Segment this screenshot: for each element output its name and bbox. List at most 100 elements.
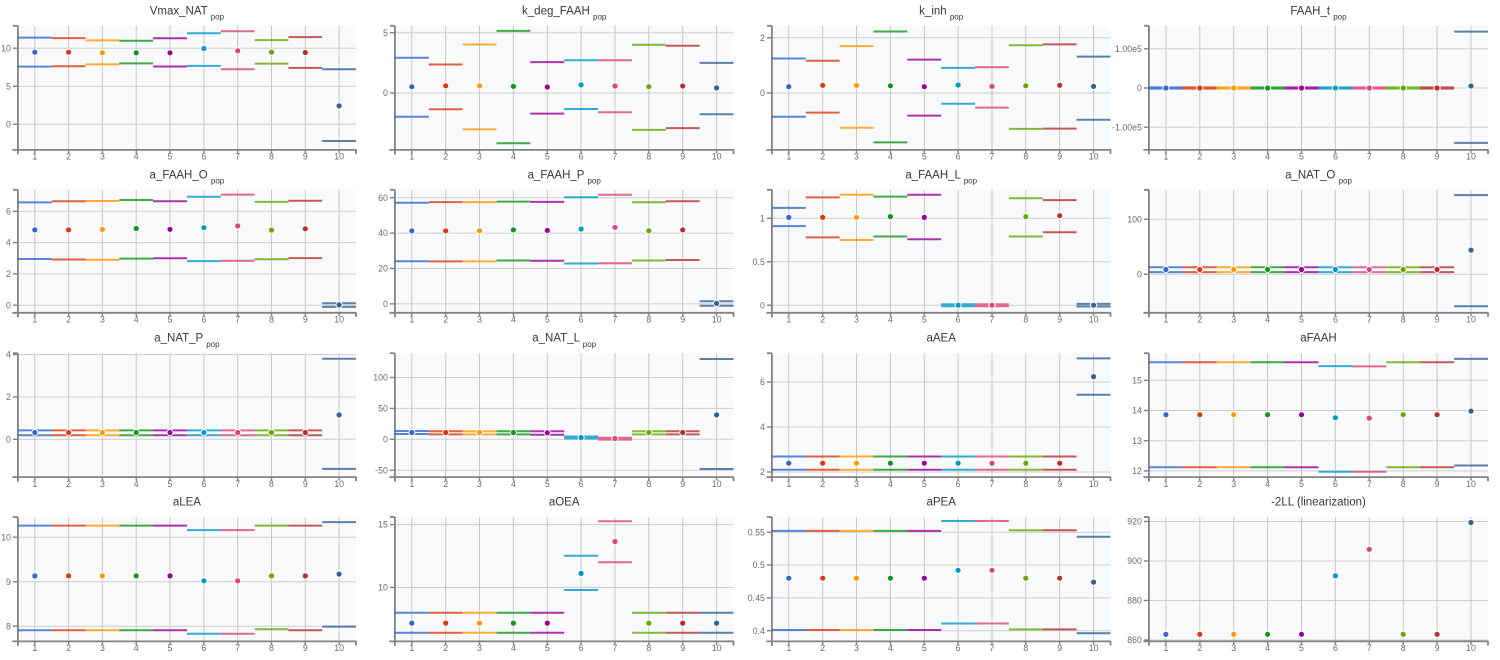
svg-text:900: 900: [1127, 556, 1142, 566]
svg-text:2: 2: [6, 392, 11, 402]
svg-text:6: 6: [201, 315, 206, 325]
svg-text:0: 0: [6, 434, 11, 444]
svg-text:9: 9: [680, 315, 685, 325]
svg-text:1: 1: [32, 152, 37, 162]
svg-text:3: 3: [1231, 479, 1236, 489]
svg-text:3: 3: [477, 152, 482, 162]
svg-text:5: 5: [922, 643, 927, 653]
svg-text:3: 3: [1231, 643, 1236, 653]
svg-text:9: 9: [303, 152, 308, 162]
svg-text:4: 4: [6, 350, 11, 360]
svg-text:9: 9: [1435, 315, 1440, 325]
svg-text:9: 9: [1435, 152, 1440, 162]
svg-text:7: 7: [1367, 643, 1372, 653]
svg-text:1: 1: [1163, 643, 1168, 653]
svg-text:aAEA: aAEA: [926, 333, 956, 345]
svg-text:920: 920: [1127, 517, 1142, 527]
svg-text:7: 7: [1367, 152, 1372, 162]
svg-text:2: 2: [443, 152, 448, 162]
svg-text:6: 6: [1333, 479, 1338, 489]
svg-text:5: 5: [383, 28, 388, 38]
svg-text:4: 4: [511, 152, 516, 162]
svg-text:5: 5: [168, 479, 173, 489]
svg-text:3: 3: [854, 643, 859, 653]
svg-text:10: 10: [712, 479, 722, 489]
svg-text:10: 10: [1466, 479, 1476, 489]
svg-text:2: 2: [443, 315, 448, 325]
svg-text:8: 8: [1401, 643, 1406, 653]
svg-text:9: 9: [680, 643, 685, 653]
svg-text:1: 1: [786, 643, 791, 653]
svg-text:3: 3: [854, 152, 859, 162]
svg-text:0.5: 0.5: [753, 257, 765, 267]
svg-text:1: 1: [409, 315, 414, 325]
svg-text:1: 1: [32, 479, 37, 489]
svg-text:5: 5: [922, 479, 927, 489]
svg-text:a_FAAH_P pop: a_FAAH_P pop: [528, 169, 602, 185]
svg-text:6: 6: [579, 315, 584, 325]
svg-text:10: 10: [1466, 643, 1476, 653]
svg-text:8: 8: [646, 315, 651, 325]
svg-text:2: 2: [1197, 643, 1202, 653]
svg-text:8: 8: [269, 152, 274, 162]
svg-text:5: 5: [168, 643, 173, 653]
svg-text:1: 1: [32, 643, 37, 653]
svg-text:9: 9: [1435, 479, 1440, 489]
svg-text:8: 8: [1023, 152, 1028, 162]
svg-text:0: 0: [1137, 83, 1142, 93]
svg-text:7: 7: [990, 479, 995, 489]
svg-text:4: 4: [511, 479, 516, 489]
svg-text:8: 8: [269, 479, 274, 489]
svg-text:5: 5: [168, 315, 173, 325]
svg-text:4: 4: [888, 152, 893, 162]
svg-text:7: 7: [235, 643, 240, 653]
svg-text:9: 9: [303, 479, 308, 489]
svg-text:1.00e5: 1.00e5: [1115, 44, 1142, 54]
svg-text:5: 5: [545, 152, 550, 162]
svg-text:6: 6: [1333, 152, 1338, 162]
svg-text:3: 3: [854, 479, 859, 489]
svg-text:0.4: 0.4: [753, 626, 765, 636]
svg-text:5: 5: [545, 479, 550, 489]
svg-text:2: 2: [820, 643, 825, 653]
svg-text:0: 0: [1137, 269, 1142, 279]
svg-text:6: 6: [579, 479, 584, 489]
svg-text:8: 8: [269, 315, 274, 325]
svg-text:0: 0: [760, 300, 765, 310]
svg-text:1: 1: [1163, 152, 1168, 162]
svg-text:0: 0: [6, 119, 11, 129]
svg-text:9: 9: [1057, 643, 1062, 653]
svg-text:15: 15: [1132, 375, 1142, 385]
svg-text:6: 6: [956, 479, 961, 489]
svg-text:7: 7: [990, 152, 995, 162]
svg-text:8: 8: [646, 643, 651, 653]
svg-text:6: 6: [579, 152, 584, 162]
svg-text:8: 8: [1023, 315, 1028, 325]
svg-text:4: 4: [1265, 643, 1270, 653]
svg-text:2: 2: [1197, 315, 1202, 325]
svg-text:0: 0: [6, 300, 11, 310]
svg-text:4: 4: [1265, 315, 1270, 325]
svg-text:9: 9: [1057, 152, 1062, 162]
svg-text:4: 4: [134, 315, 139, 325]
svg-text:10: 10: [1089, 479, 1099, 489]
svg-text:9: 9: [303, 643, 308, 653]
svg-text:860: 860: [1127, 635, 1142, 645]
svg-text:4: 4: [134, 479, 139, 489]
svg-text:4: 4: [134, 152, 139, 162]
svg-text:1: 1: [409, 152, 414, 162]
svg-text:3: 3: [100, 315, 105, 325]
svg-text:3: 3: [854, 315, 859, 325]
svg-text:a_FAAH_O pop: a_FAAH_O pop: [150, 169, 225, 185]
svg-text:4: 4: [511, 315, 516, 325]
svg-text:9: 9: [680, 152, 685, 162]
svg-text:2: 2: [6, 269, 11, 279]
svg-text:5: 5: [545, 643, 550, 653]
svg-text:5: 5: [922, 152, 927, 162]
svg-text:0.5: 0.5: [753, 560, 765, 570]
svg-text:10: 10: [334, 152, 344, 162]
svg-text:10: 10: [334, 643, 344, 653]
svg-text:1: 1: [786, 152, 791, 162]
svg-text:0: 0: [760, 88, 765, 98]
svg-text:8: 8: [1401, 315, 1406, 325]
